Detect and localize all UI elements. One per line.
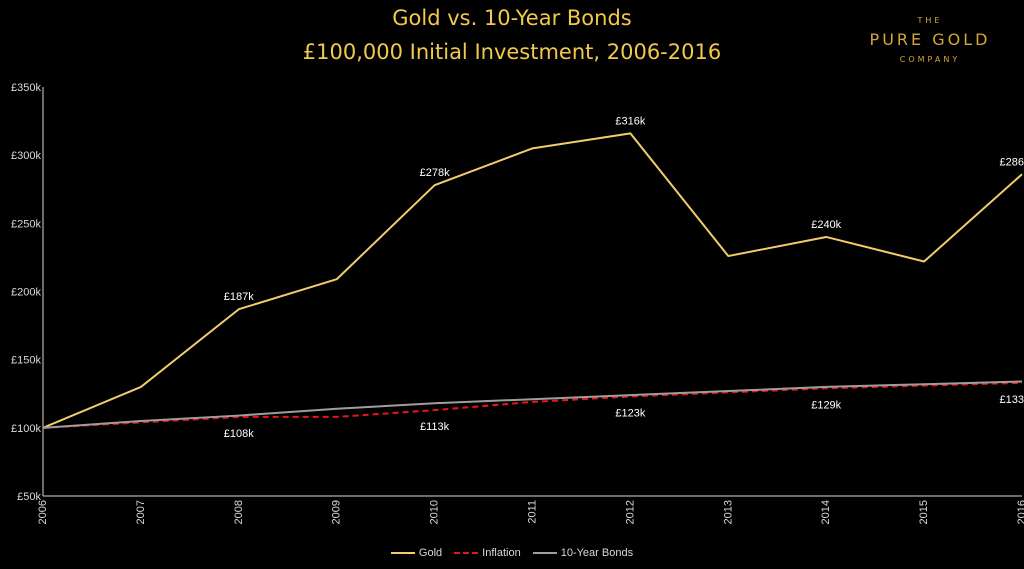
data-label: £108k [224,428,254,440]
data-label: £187k [224,291,254,303]
y-tick-label: £50k [17,491,41,503]
legend-label: 10-Year Bonds [560,547,634,559]
x-tick-label: 2014 [820,500,832,524]
x-tick-label: 2016 [1016,500,1024,524]
x-tick-label: 2011 [527,500,539,524]
x-tick-label: 2008 [233,500,245,524]
x-tick-label: 2007 [135,500,147,524]
y-tick-label: £300k [11,150,41,162]
chart-subtitle: £100,000 Initial Investment, 2006-2016 [302,40,722,64]
data-label: £113k [420,421,450,433]
legend-label: Inflation [482,547,521,559]
x-tick-label: 2009 [331,500,343,524]
data-label: £133 [1000,394,1024,406]
data-label: £123k [615,407,645,419]
legend-swatch [532,552,557,554]
logo-top-text: THE [917,16,943,25]
data-label: £316k [615,115,645,127]
x-tick-label: 2012 [624,500,636,524]
chart-title: Gold vs. 10-Year Bonds [392,6,632,30]
company-logo: THE PURE GOLD COMPANY [860,16,1000,64]
logo-bottom-text: COMPANY [899,55,961,64]
chart-legend: Gold Inflation 10-Year Bonds [0,545,1024,559]
data-label: £278k [420,167,450,179]
y-tick-label: £350k [11,82,41,94]
legend-swatch [454,552,479,554]
line-chart: £50k £100k £150k £200k £250k £300k £350k 2006 20… [11,82,1024,524]
series-line-10-year-bonds [42,380,1023,429]
x-tick-label: 2010 [429,500,441,524]
series-line-gold [42,132,1023,429]
data-label: £129k [811,399,841,411]
legend-item: Gold [390,547,443,559]
logo-main-text: PURE GOLD [869,30,991,49]
y-tick-label: £250k [11,218,41,230]
legend-label: Gold [418,547,443,559]
x-tick-label: 2013 [722,500,734,524]
series-line-inflation [42,381,1023,429]
x-tick-label: 2015 [918,500,930,524]
legend-item: 10-Year Bonds [532,547,634,559]
y-tick-label: £100k [11,423,41,435]
x-tick-label: 2006 [37,500,49,524]
legend-item: Inflation [454,547,521,559]
y-tick-label: £150k [11,355,41,367]
y-tick-label: £200k [11,287,41,299]
legend-swatch [390,552,415,554]
data-label: £286 [1000,156,1024,168]
data-label: £240k [811,219,841,231]
